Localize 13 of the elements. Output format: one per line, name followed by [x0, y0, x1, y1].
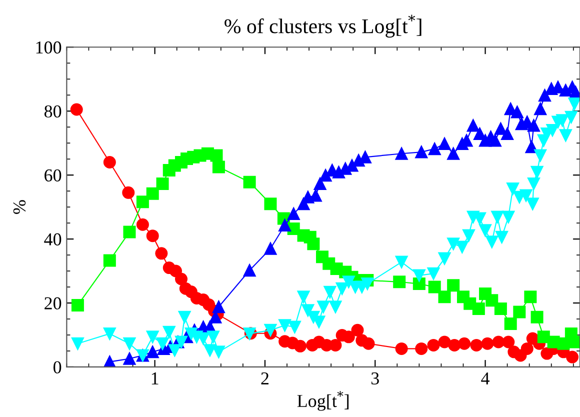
- x-tick-label: 3: [371, 372, 379, 385]
- y-tick-label: 60: [44, 169, 62, 182]
- y-tick-label: 0: [54, 361, 62, 374]
- chart-title: % of clusters vs Log[t$^{*}$]: [224, 14, 422, 38]
- x-axis-title: Log[t$^{*}$]: [297, 390, 349, 411]
- x-tick-label: 1: [152, 372, 158, 384]
- y-tick-label: 40: [44, 233, 62, 246]
- y-tick-label: 80: [44, 105, 62, 118]
- x-tick-label: 4: [481, 372, 490, 384]
- y-axis-title: %: [13, 200, 26, 214]
- x-tick-label: 2: [261, 372, 268, 384]
- y-tick-label: 100: [36, 41, 62, 54]
- y-tick-label: 20: [44, 297, 62, 310]
